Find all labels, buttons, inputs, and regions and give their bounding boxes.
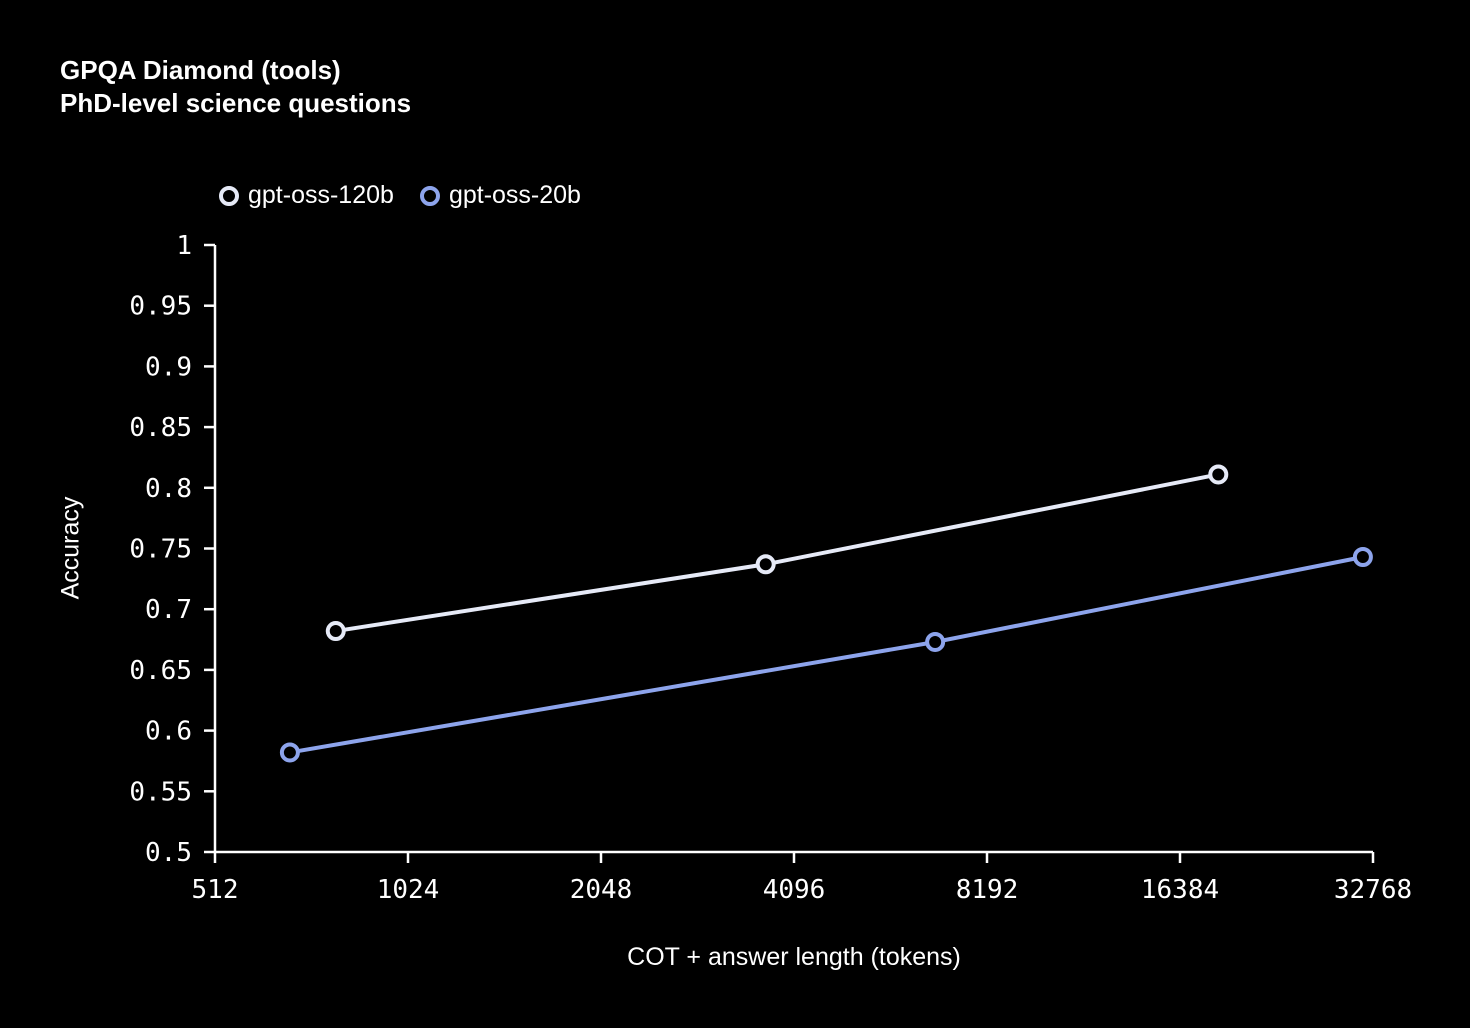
legend-marker-icon xyxy=(219,185,239,206)
data-point-marker-gpt-oss-20b xyxy=(279,742,300,763)
chart-legend: gpt-oss-120b gpt-oss-20b xyxy=(219,181,581,210)
x-axis-tick-label: 16384 xyxy=(1141,875,1219,905)
y-axis-tick-label: 1 xyxy=(176,231,192,261)
chart-title: GPQA Diamond (tools) xyxy=(60,55,341,85)
chart-header: GPQA Diamond (tools) PhD-level science q… xyxy=(60,54,411,120)
y-axis-tick-label: 0.5 xyxy=(145,838,192,868)
y-axis-tick-label: 0.8 xyxy=(145,474,192,504)
chart-subtitle: PhD-level science questions xyxy=(60,88,412,118)
legend-label: gpt-oss-20b xyxy=(448,181,581,209)
x-axis-tick-label: 512 xyxy=(192,875,239,905)
y-axis-tick-label: 0.85 xyxy=(129,413,192,443)
axis-spine xyxy=(213,245,1373,854)
series-group xyxy=(279,464,1373,763)
x-axis-tick-label: 8192 xyxy=(956,875,1019,905)
x-axis-tick-label: 4096 xyxy=(763,875,826,905)
x-axis-tick-label: 32768 xyxy=(1334,875,1412,905)
y-axis-tick-label: 0.75 xyxy=(129,535,192,565)
legend-marker-icon xyxy=(419,185,440,206)
data-point-marker-gpt-oss-20b xyxy=(1352,546,1373,567)
x-axis-tick-label: 1024 xyxy=(377,875,440,905)
legend-item-gpt-oss-120b: gpt-oss-120b xyxy=(219,181,394,210)
data-point-marker-gpt-oss-120b xyxy=(1208,464,1229,485)
y-axis-tick-label: 0.55 xyxy=(129,777,192,807)
x-axis-title: COT + answer length (tokens) xyxy=(627,943,961,971)
data-point-marker-gpt-oss-20b xyxy=(925,631,946,652)
y-axis-tick-label: 0.7 xyxy=(145,595,192,625)
y-axis-tick-label: 0.95 xyxy=(129,292,192,322)
series-line-gpt-oss-120b xyxy=(333,472,1221,634)
axes-group: 0.5 0.55 0.6 0.65 0.7 0.75 0.8 0.85 0.9 0.95 1 512 1… xyxy=(129,231,1412,905)
y-axis-tick-label: 0.9 xyxy=(145,352,192,382)
y-axis-tick-label: 0.6 xyxy=(145,717,192,747)
series-line-gpt-oss-20b xyxy=(287,554,1365,755)
data-point-marker-gpt-oss-120b xyxy=(755,554,776,575)
data-point-marker-gpt-oss-120b xyxy=(325,621,346,642)
y-axis-title: Accuracy xyxy=(57,496,85,599)
legend-label: gpt-oss-120b xyxy=(248,181,394,209)
y-axis-tick-label: 0.65 xyxy=(129,656,192,686)
legend-item-gpt-oss-20b: gpt-oss-20b xyxy=(419,181,581,210)
x-axis-tick-label: 2048 xyxy=(570,875,633,905)
